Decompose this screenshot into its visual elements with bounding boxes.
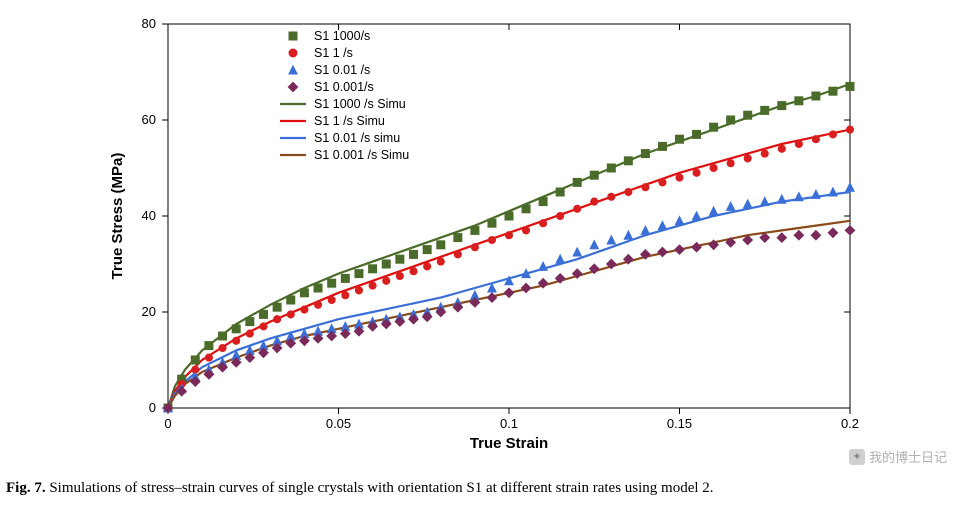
stress-strain-chart: 0 0.05 0.1 0.15 0.2 0 20 40 60 80 True Strain True …: [100, 10, 870, 460]
svg-text:S1 1000/s: S1 1000/s: [314, 29, 370, 43]
watermark: ✦ 我的博士日记: [849, 447, 947, 466]
figure-caption: Fig. 7. Simulations of stress–strain cur…: [6, 480, 961, 497]
svg-text:S1 1 /s Simu: S1 1 /s Simu: [314, 114, 385, 128]
wechat-icon: ✦: [849, 449, 865, 465]
watermark-text: 我的博士日记: [869, 447, 947, 466]
svg-text:20: 20: [142, 304, 156, 319]
svg-text:True Stress (MPa): True Stress (MPa): [109, 153, 126, 280]
svg-text:0: 0: [149, 400, 156, 415]
svg-text:S1 0.01 /s: S1 0.01 /s: [314, 63, 370, 77]
page-root: { "chart": { "type": "line+scatter", "ba…: [0, 0, 967, 516]
svg-text:0.1: 0.1: [500, 416, 518, 431]
svg-text:S1 0.001 /s Simu: S1 0.001 /s Simu: [314, 148, 409, 162]
svg-text:0.05: 0.05: [326, 416, 351, 431]
svg-text:True Strain: True Strain: [470, 435, 548, 452]
svg-text:S1 0.01 /s simu: S1 0.01 /s simu: [314, 131, 400, 145]
svg-text:0.15: 0.15: [667, 416, 692, 431]
svg-text:S1 0.001/s: S1 0.001/s: [314, 80, 374, 94]
figure-caption-text: Simulations of stress–strain curves of s…: [49, 480, 713, 496]
svg-text:80: 80: [142, 16, 156, 31]
svg-text:0: 0: [164, 416, 171, 431]
figure-label: Fig. 7.: [6, 480, 46, 496]
svg-text:60: 60: [142, 112, 156, 127]
chart-container: 0 0.05 0.1 0.15 0.2 0 20 40 60 80 True Strain True …: [100, 10, 870, 460]
svg-text:S1 1000 /s Simu: S1 1000 /s Simu: [314, 97, 406, 111]
svg-text:40: 40: [142, 208, 156, 223]
svg-text:0.2: 0.2: [841, 416, 859, 431]
svg-text:S1 1 /s: S1 1 /s: [314, 46, 353, 60]
